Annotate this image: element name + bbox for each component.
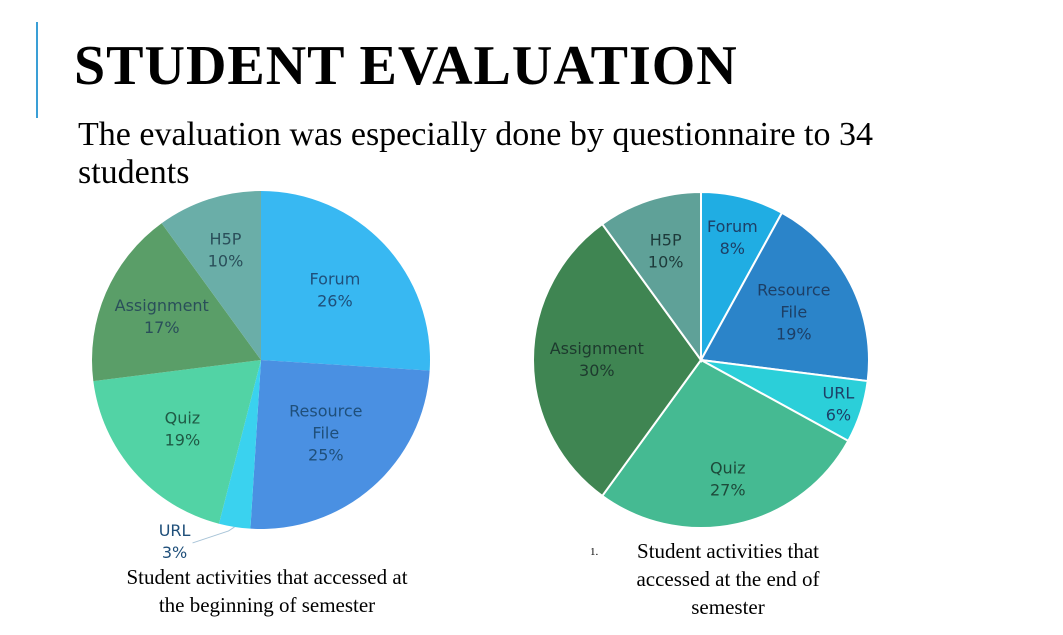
chart-caption-number: 1. [590,546,599,558]
leader-line-beginning-url [192,526,235,544]
slide-title: STUDENT EVALUATION [74,35,738,97]
pie-label-end-h5p: H5P 10% [648,230,684,271]
pie-slice-end-assignment [532,222,703,498]
pie-slice-end-resource-file [699,211,870,383]
pie-slice-beginning-forum [261,191,430,371]
pie-label-beginning-h5p: H5P 10% [208,230,244,271]
pie-label-beginning-quiz: Quiz 19% [165,408,201,449]
pie-slice-beginning-resource-file [250,360,430,529]
chart-caption-beginning: Student activities that accessed at the … [126,565,408,617]
pie-slice-end-quiz [600,358,850,530]
title-accent-bar [36,22,38,118]
pie-slice-beginning-assignment [92,223,262,382]
chart-caption-end: Student activities that accessed at the … [636,539,820,619]
pie-label-beginning-forum: Forum 26% [310,270,361,311]
pie-label-beginning-resource-file: Resource File 25% [289,402,362,465]
pie-slice-end-h5p [600,190,702,364]
pie-label-end-resource-file: Resource File 19% [757,281,830,344]
pie-slice-beginning-url [218,360,261,529]
pie-label-end-assignment: Assignment 30% [550,339,644,380]
pie-label-end-url: URL 6% [823,384,855,425]
pie-label-end-quiz: Quiz 27% [710,459,746,500]
pie-slice-beginning-quiz [93,360,262,524]
pie-slice-beginning-h5p [161,191,261,360]
pie-label-end-forum: Forum 8% [707,217,758,258]
slide-subtitle: The evaluation was especially done by qu… [78,116,873,191]
pie-label-beginning-assignment: Assignment 17% [115,296,209,337]
pie-label-beginning-url: URL 3% [159,521,191,562]
